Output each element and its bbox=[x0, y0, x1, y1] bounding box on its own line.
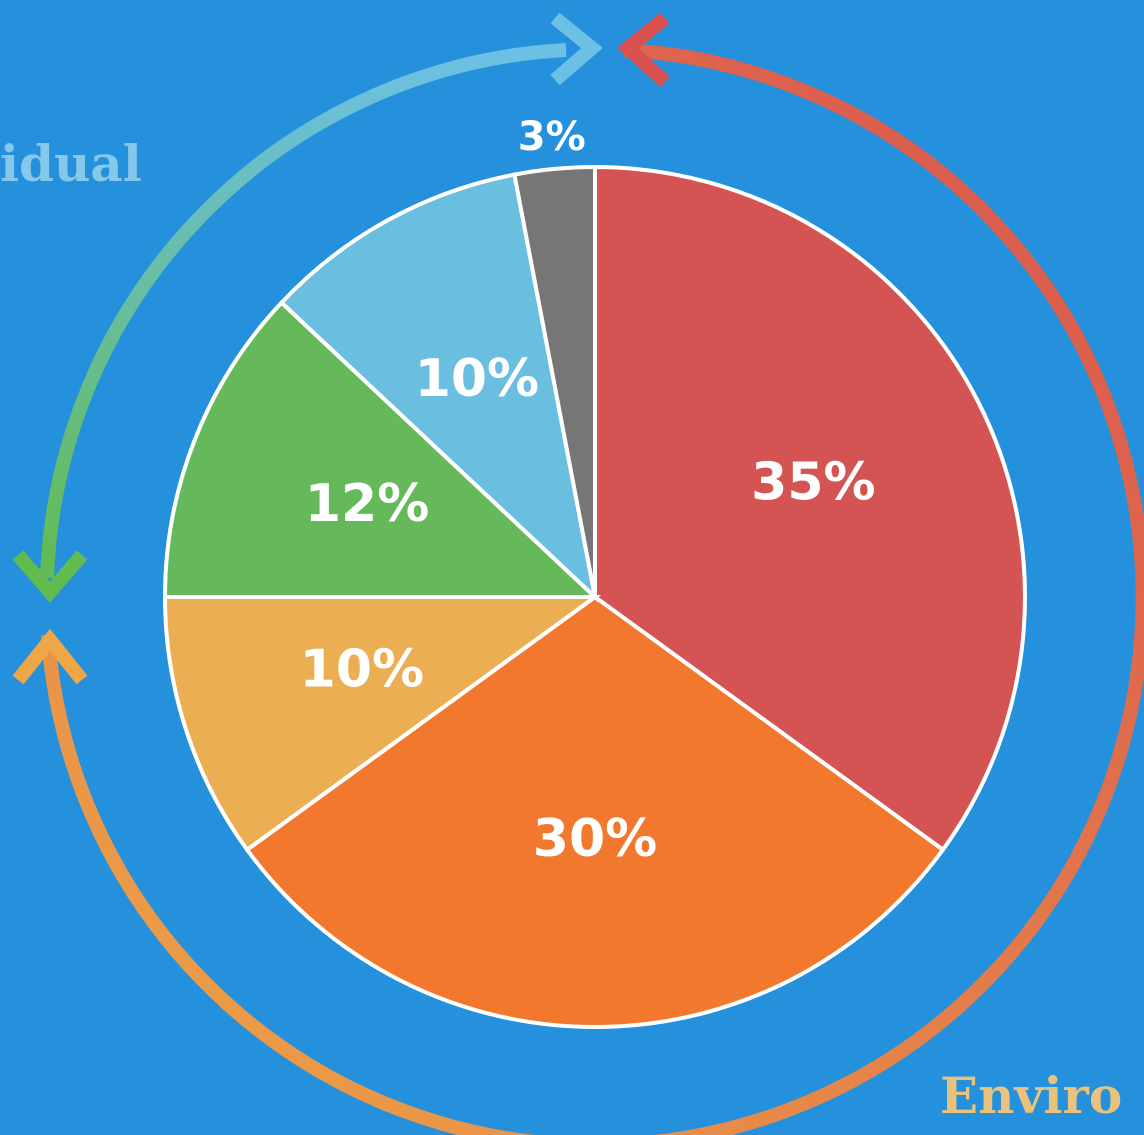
value-label: 35% bbox=[751, 453, 875, 513]
annotation: Enviro bbox=[940, 1066, 1122, 1125]
value-label: 12% bbox=[305, 474, 429, 534]
body: idual Enviro 35%30%10%12%10%3% (() => { … bbox=[0, 0, 1144, 1135]
value-label: 30% bbox=[533, 809, 657, 869]
value-label: 10% bbox=[300, 640, 424, 700]
page: {"chart_data": {"type": "pie", "categori… bbox=[0, 0, 1144, 1135]
annotation: idual bbox=[0, 134, 142, 193]
chart: idual Enviro 35% 30% 10% 12% 10% 3% bbox=[0, 0, 1144, 1135]
value-label: 3% bbox=[518, 114, 586, 160]
value-label: 10% bbox=[415, 349, 539, 409]
